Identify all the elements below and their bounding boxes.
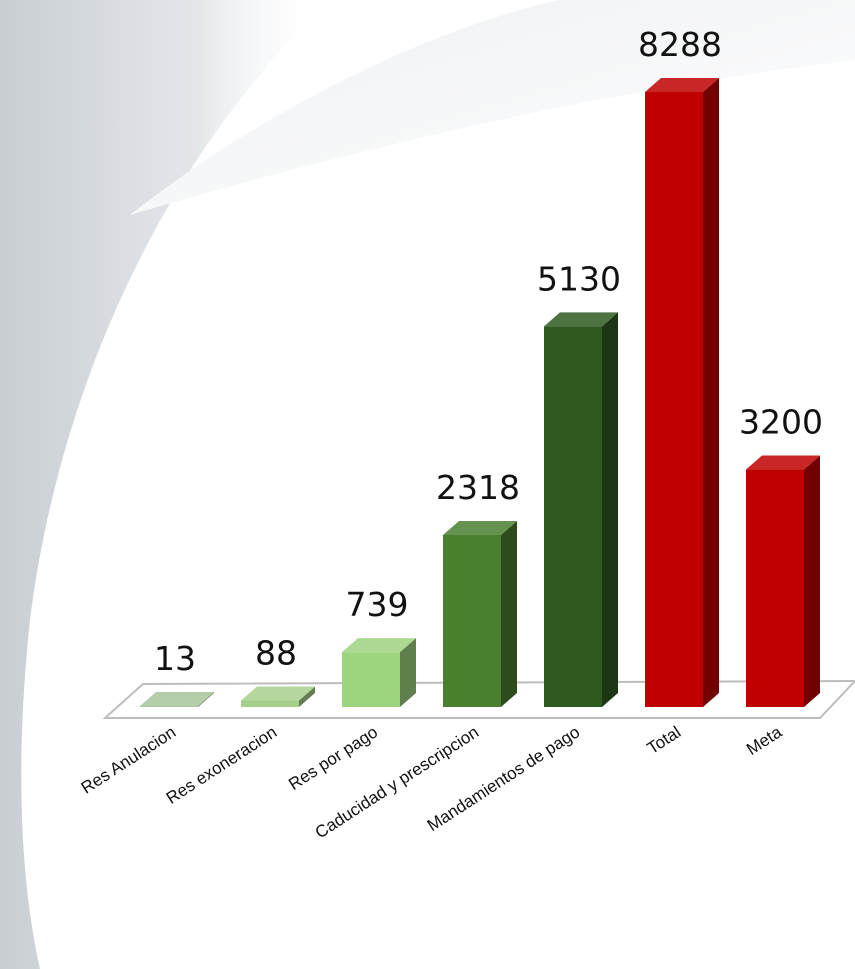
bar-side: [198, 692, 214, 707]
bar: [746, 469, 804, 707]
data-label: 2318: [436, 468, 520, 507]
data-label: 13: [154, 639, 196, 678]
bars: [140, 78, 820, 707]
data-label: 739: [346, 585, 409, 624]
bar-top: [544, 312, 618, 327]
data-label: 3200: [739, 403, 823, 442]
bar: [645, 92, 703, 707]
bar-side: [400, 638, 416, 707]
bar-side: [501, 520, 517, 707]
bar-top: [140, 692, 214, 707]
background-swoosh: [0, 0, 330, 969]
bar: [443, 534, 501, 707]
background-swoosh: [130, 0, 855, 215]
data-label: 5130: [537, 259, 621, 298]
bar-side: [299, 686, 315, 707]
bar-top: [645, 78, 719, 92]
data-label: 8288: [638, 25, 722, 64]
bar: [342, 652, 400, 707]
bar-top: [746, 455, 820, 470]
bar-side: [804, 455, 820, 707]
data-label: 88: [255, 633, 297, 672]
bar: [140, 706, 198, 707]
bar: [544, 326, 602, 707]
bar-top: [443, 520, 517, 535]
bar-top: [342, 638, 416, 653]
bar: [241, 700, 299, 707]
bar-side: [703, 78, 719, 707]
bar-side: [602, 312, 618, 707]
bar-top: [241, 686, 315, 701]
